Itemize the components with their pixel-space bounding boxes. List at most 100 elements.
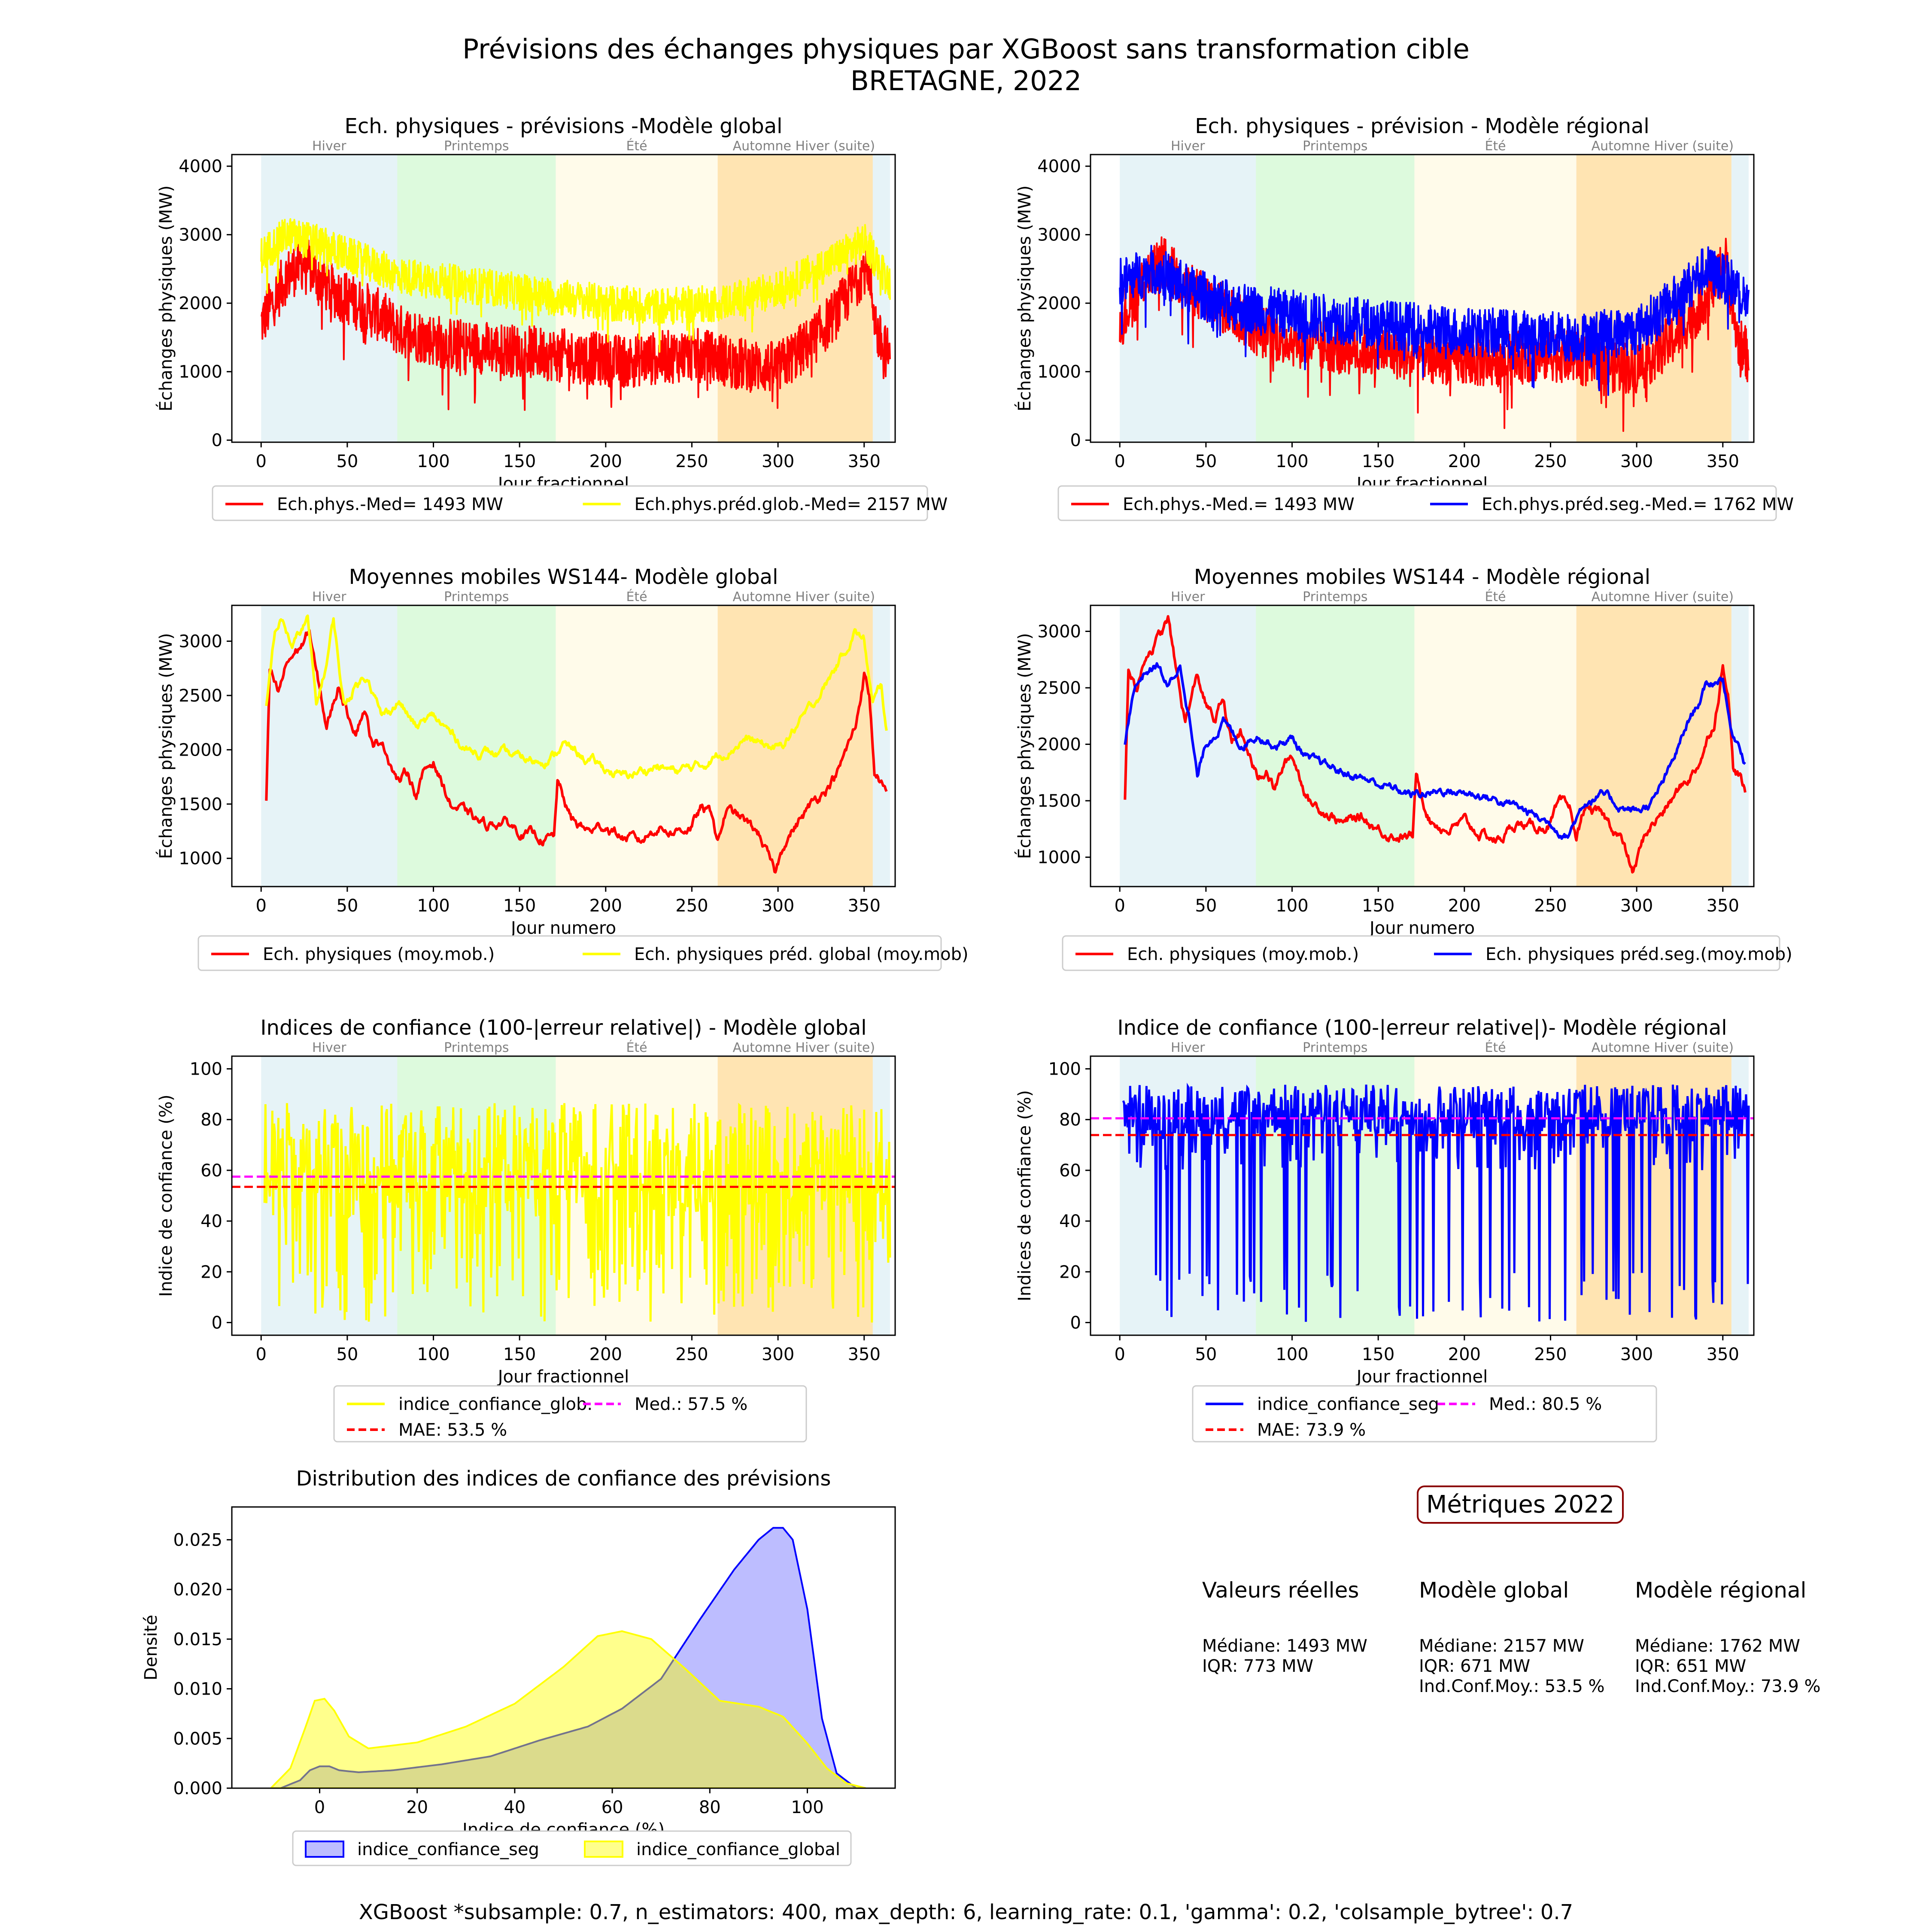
- metrics-line: Médiane: 1493 MW: [1202, 1636, 1367, 1656]
- legend-label: Ech. physiques préd.seg.(moy.mob): [1485, 945, 1792, 964]
- y-tick-label: 0.025: [173, 1530, 222, 1550]
- series-line: [1122, 1082, 1750, 1322]
- legend-label: Ech.phys.préd.seg.-Med.= 1762 MW: [1482, 495, 1794, 514]
- legend-label: indice_confiance_glob.: [398, 1394, 592, 1414]
- season-label: Hiver: [1171, 1040, 1205, 1055]
- x-tick-label: 0: [255, 1345, 266, 1364]
- x-tick-label: 350: [848, 452, 881, 471]
- y-tick-label: 20: [200, 1262, 222, 1282]
- season-label: Automne Hiver (suite): [1592, 1040, 1734, 1055]
- legend-label: Ech. physiques (moy.mob.): [263, 945, 495, 964]
- x-tick-label: 200: [1448, 452, 1481, 471]
- legend-label: indice_confiance_global: [636, 1840, 840, 1859]
- x-tick-label: 200: [1448, 1345, 1481, 1364]
- y-axis-label: Densité: [141, 1615, 161, 1680]
- x-axis-label: Jour numero: [510, 918, 616, 938]
- x-tick-label: 300: [762, 1345, 794, 1364]
- y-tick-label: 0.010: [173, 1680, 222, 1699]
- y-tick-label: 1500: [1037, 791, 1081, 811]
- y-tick-label: 20: [1059, 1262, 1081, 1282]
- legend-label: Ech. physiques (moy.mob.): [1127, 945, 1359, 964]
- series-line: [260, 218, 891, 353]
- legend-swatch: [584, 1841, 623, 1858]
- y-tick-label: 100: [190, 1060, 222, 1079]
- legend-label: indice_confiance_seg: [357, 1840, 539, 1859]
- axes-frame: [231, 1055, 896, 1336]
- chart-panel-p5: Hiver Printemps Été Automne Hiver (suite) 0 5…: [156, 1016, 896, 1443]
- y-tick-label: 1000: [1037, 362, 1081, 382]
- density-area: [280, 1527, 857, 1788]
- metrics-line: IQR: 773 MW: [1202, 1656, 1314, 1676]
- series-line: [1119, 245, 1750, 396]
- legend-label: Ech.phys.-Med= 1493 MW: [277, 495, 503, 514]
- x-tick-label: 250: [675, 896, 708, 916]
- x-tick-label: 100: [417, 452, 450, 471]
- y-tick-label: 60: [1059, 1161, 1081, 1181]
- y-tick-label: 0.015: [173, 1630, 222, 1649]
- metrics-line: Médiane: 1762 MW: [1635, 1636, 1800, 1656]
- y-tick-label: 3000: [179, 225, 222, 245]
- metrics-panel: Métriques 2022 Valeurs réelles Médiane: …: [1168, 1485, 1876, 1700]
- axes-frame: [1090, 605, 1755, 887]
- y-tick-label: 2000: [179, 740, 222, 760]
- y-tick-label: 80: [1059, 1110, 1081, 1130]
- y-tick-label: 0: [212, 1313, 222, 1333]
- legend: indice_confiance_seg Med.: 80.5 % MAE: 73.…: [1192, 1385, 1657, 1443]
- season-label: Automne Hiver (suite): [1592, 139, 1734, 154]
- series-group: [263, 1103, 891, 1323]
- season-label: Printemps: [1303, 139, 1367, 154]
- x-axis-label: Jour fractionnel: [1355, 1367, 1488, 1387]
- x-tick-label: 100: [1276, 452, 1308, 471]
- x-tick-label: 50: [336, 452, 358, 471]
- series-line: [260, 238, 891, 411]
- chart-panel-p4: Hiver Printemps Été Automne Hiver (suite) 0 5…: [1014, 565, 1792, 971]
- x-tick-label: 0: [314, 1798, 325, 1817]
- season-band: [397, 605, 556, 887]
- chart-panel-p3: Hiver Printemps Été Automne Hiver (suite) 0 5…: [155, 565, 969, 971]
- y-tick-label: 1000: [1037, 848, 1081, 868]
- y-tick-label: 0: [212, 431, 222, 450]
- legend: Ech.phys.-Med= 1493 MW Ech.phys.préd.glob…: [212, 485, 948, 521]
- y-tick-label: 4000: [179, 157, 222, 176]
- season-label: Été: [626, 589, 647, 605]
- metrics-column-regional: Modèle régional Médiane: 1762 MW IQR: 65…: [1635, 1578, 1821, 1697]
- series-line: [265, 629, 888, 874]
- legend: indice_confiance_glob. Med.: 57.5 % MAE: 5…: [333, 1385, 807, 1443]
- x-tick-label: 300: [1620, 452, 1653, 471]
- y-tick-label: 3000: [1037, 225, 1081, 245]
- y-tick-label: 40: [200, 1212, 222, 1231]
- y-tick-label: 2500: [179, 686, 222, 706]
- y-axis-label: Échanges physiques (MW): [155, 633, 176, 859]
- x-tick-label: 50: [1195, 452, 1217, 471]
- y-tick-label: 100: [1048, 1060, 1081, 1079]
- legend-frame: [212, 485, 928, 521]
- season-label: Hiver: [1171, 139, 1205, 154]
- x-tick-label: 100: [1276, 1345, 1308, 1364]
- legend-frame: [197, 935, 942, 971]
- x-tick-label: 50: [1195, 1345, 1217, 1364]
- metrics-line: Ind.Conf.Moy.: 53.5 %: [1419, 1677, 1605, 1696]
- season-label: Été: [1485, 138, 1506, 154]
- y-axis-label: Indice de confiance (%): [156, 1094, 176, 1297]
- legend-label: MAE: 73.9 %: [1257, 1420, 1366, 1440]
- y-tick-label: 2500: [1037, 678, 1081, 698]
- x-tick-label: 350: [1707, 896, 1739, 916]
- season-band: [397, 1056, 556, 1335]
- season-label: Printemps: [444, 589, 509, 605]
- season-band: [1256, 1056, 1415, 1335]
- axes-frame: [1090, 1055, 1755, 1336]
- metrics-column-global: Modèle global Médiane: 2157 MW IQR: 671 …: [1419, 1578, 1605, 1697]
- x-tick-label: 350: [848, 896, 881, 916]
- season-band: [1414, 605, 1577, 887]
- metrics-column-header: Modèle global: [1419, 1578, 1569, 1603]
- axes-frame: [231, 1506, 896, 1789]
- legend-frame: [292, 1830, 852, 1866]
- chart-panel-p6: Hiver Printemps Été Automne Hiver (suite) 0 5…: [1015, 1016, 1755, 1443]
- season-band: [872, 155, 890, 442]
- legend: Ech. physiques (moy.mob.) Ech. physiques …: [197, 935, 969, 971]
- season-label: Printemps: [1303, 1040, 1367, 1055]
- season-label: Été: [626, 1040, 647, 1055]
- x-tick-label: 350: [1707, 1345, 1739, 1364]
- chart-title: Moyennes mobiles WS144- Modèle global: [349, 565, 778, 589]
